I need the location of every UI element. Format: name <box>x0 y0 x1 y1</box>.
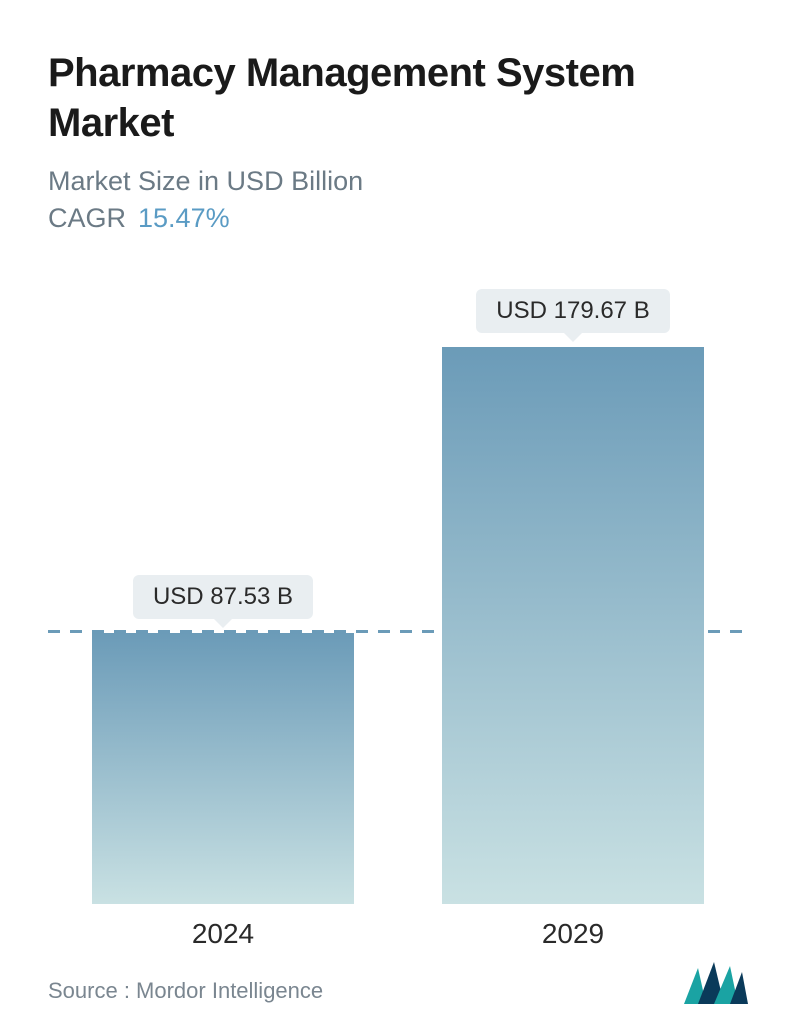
bar-1 <box>442 347 704 904</box>
source-text: Source : Mordor Intelligence <box>48 978 323 1004</box>
chart-subtitle: Market Size in USD Billion <box>48 166 748 197</box>
bar-group-0: USD 87.53 B 2024 <box>92 575 354 904</box>
bar-value-pill-1: USD 179.67 B <box>476 289 669 333</box>
bar-group-1: USD 179.67 B 2029 <box>442 289 704 904</box>
bar-0 <box>92 633 354 904</box>
chart-plot-area: USD 87.53 B 2024 USD 179.67 B 2029 <box>48 254 748 952</box>
chart-footer: Source : Mordor Intelligence <box>48 952 748 1004</box>
cagr-row: CAGR 15.47% <box>48 203 748 234</box>
bar-value-pill-0: USD 87.53 B <box>133 575 313 619</box>
chart-container: Pharmacy Management System Market Market… <box>0 0 796 1034</box>
cagr-label: CAGR <box>48 203 126 233</box>
bar-year-label-1: 2029 <box>542 918 604 950</box>
cagr-value: 15.47% <box>138 203 230 233</box>
chart-title: Pharmacy Management System Market <box>48 48 748 148</box>
mordor-logo-icon <box>684 962 748 1004</box>
bar-year-label-0: 2024 <box>192 918 254 950</box>
bars-row: USD 87.53 B 2024 USD 179.67 B 2029 <box>48 284 748 904</box>
